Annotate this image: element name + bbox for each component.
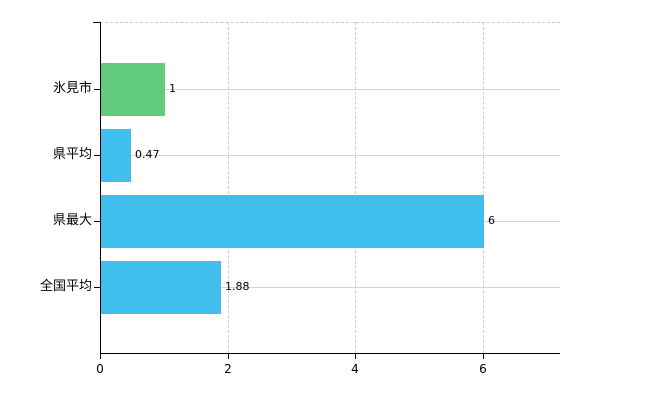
bar-県平均	[101, 129, 131, 182]
gridline-horizontal	[101, 89, 560, 90]
plot-top-border	[100, 22, 560, 23]
x-axis-tick-label: 2	[224, 362, 232, 376]
x-axis-tick-label: 4	[351, 362, 359, 376]
category-label: 全国平均	[39, 279, 92, 294]
x-axis-tick	[483, 353, 484, 359]
y-axis-tick	[94, 89, 100, 90]
y-axis-end-tick	[93, 22, 100, 23]
y-axis-line	[100, 22, 101, 353]
bar-県最大	[101, 195, 484, 248]
bar-氷見市	[101, 63, 165, 116]
bar-value-label: 6	[488, 214, 495, 227]
y-axis-tick	[94, 155, 100, 156]
gridline-vertical	[483, 22, 485, 353]
x-axis-tick	[228, 353, 229, 359]
x-axis-tick	[355, 353, 356, 359]
gridline-horizontal	[101, 155, 560, 156]
category-label: 氷見市	[52, 81, 92, 96]
category-label: 県最大	[52, 213, 92, 228]
gridline-vertical	[228, 22, 230, 353]
gridline-vertical	[355, 22, 357, 353]
x-axis-line	[100, 353, 560, 354]
gridline-horizontal	[101, 287, 560, 288]
bar-value-label: 0.47	[135, 148, 160, 161]
category-label: 県平均	[52, 147, 92, 162]
bar-value-label: 1.88	[225, 280, 250, 293]
y-axis-tick	[94, 287, 100, 288]
x-axis-tick	[100, 353, 101, 359]
x-axis-tick-label: 6	[479, 362, 487, 376]
bar-全国平均	[101, 261, 221, 314]
y-axis-tick	[94, 221, 100, 222]
x-axis-tick-label: 0	[96, 362, 104, 376]
bar-value-label: 1	[169, 82, 176, 95]
